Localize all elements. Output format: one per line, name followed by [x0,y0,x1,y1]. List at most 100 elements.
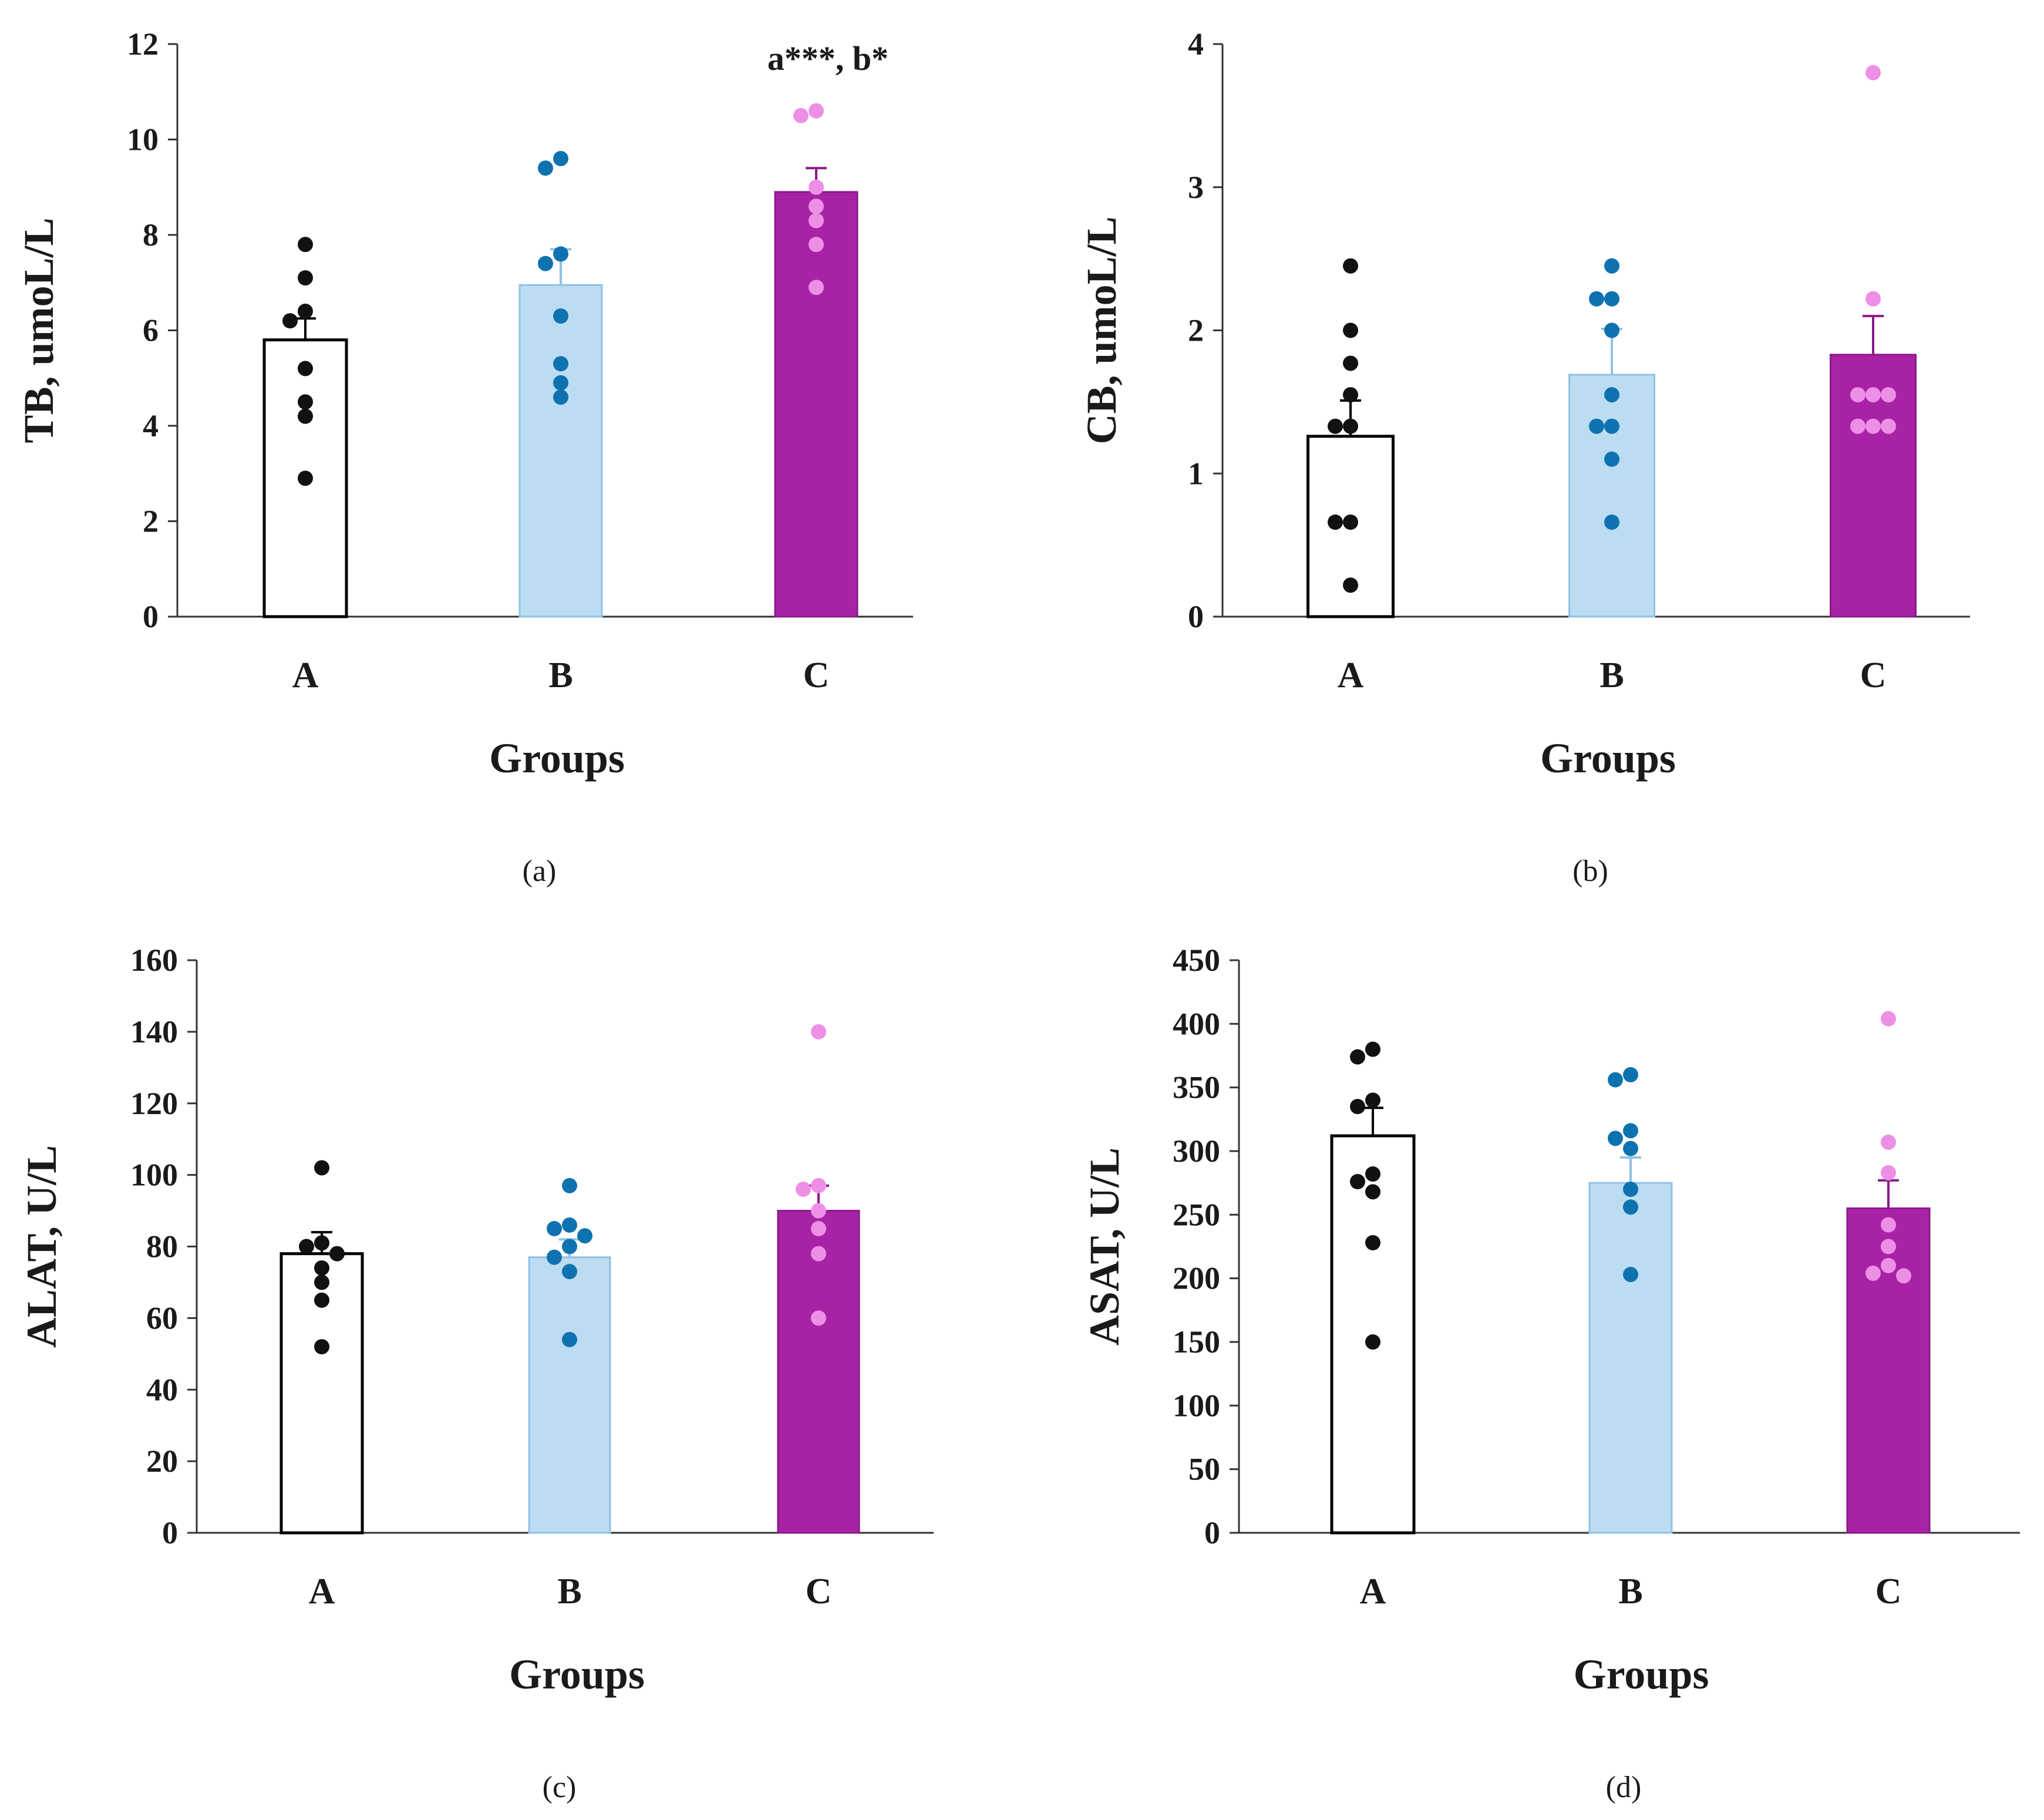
data-point-b [1623,1141,1638,1156]
data-point-b [1589,418,1604,434]
data-point-a [1365,1184,1380,1200]
category-label-c: C [1875,1572,1902,1612]
y-tick-label: 250 [1173,1197,1220,1232]
data-point-b [1604,258,1619,274]
y-tick-label: 100 [1173,1388,1220,1423]
data-point-a [314,1339,329,1355]
x-axis-title: Groups [1540,735,1676,782]
y-tick-label: 0 [1188,599,1204,634]
data-point-a [314,1292,329,1308]
data-point-c [793,107,809,123]
significance-annotation: a***, b* [767,39,888,78]
y-tick-label: 100 [130,1158,178,1193]
data-point-c [1865,387,1881,403]
y-tick-label: 300 [1173,1133,1220,1169]
bar-b [518,284,603,618]
data-point-a [314,1160,329,1176]
data-point-a [1365,1092,1380,1108]
panel-label: (c) [543,1771,577,1804]
data-point-b [1608,1072,1623,1088]
data-point-b [1589,291,1604,307]
data-point-b [1623,1267,1638,1283]
data-point-c [811,1203,826,1219]
data-point-b [562,1331,577,1347]
chart-panel-asat: 0 50 100 150 200 250 300 350 400 450 A B C Groups ASAT… [1081,943,2020,1804]
data-point-a [1350,1049,1365,1065]
data-point-b [538,255,553,271]
data-point-c [809,280,824,295]
y-tick-label: 4 [143,408,159,443]
data-point-a [298,237,313,253]
data-point-c [811,1246,826,1261]
y-tick-label: 50 [1188,1452,1220,1487]
bar-b [528,1256,611,1534]
data-point-b [1604,291,1619,307]
y-tick-label: 450 [1173,943,1220,978]
data-point-c [809,199,824,214]
data-point-a [299,1239,314,1254]
data-point-c [809,179,824,195]
data-point-c [1881,1239,1896,1254]
y-tick-label: 4 [1188,26,1204,62]
data-point-c [809,237,824,253]
category-label-a: A [292,655,319,695]
data-point-b [553,246,568,262]
data-point-b [1623,1067,1638,1082]
data-point-a [1328,418,1343,434]
data-point-c [809,103,824,119]
data-point-a [282,313,298,329]
data-point-c [1881,1217,1896,1233]
y-tick-label: 160 [130,943,178,978]
data-point-a [298,270,313,286]
data-point-a [314,1274,329,1290]
category-label-c: C [1860,655,1887,695]
y-tick-label: 2 [143,504,159,539]
data-point-a [1365,1166,1380,1182]
y-tick-label: 20 [146,1444,178,1479]
chart-panel-alat: 0 20 40 60 80 100 120 140 160 A B C Groups ALAT, U/L (… [18,943,934,1804]
y-tick-label: 140 [130,1014,178,1049]
data-point-c [796,1182,811,1197]
data-point-c [1865,65,1881,80]
data-point-a [1343,514,1358,530]
y-tick-label: 8 [143,217,159,253]
data-point-a [1343,418,1358,434]
data-point-a [1343,258,1358,274]
data-point-c [1865,1266,1881,1281]
data-point-a [1350,1174,1365,1189]
x-axis-title: Groups [509,1651,645,1698]
data-point-a [1343,577,1358,593]
category-label-a: A [1360,1572,1386,1612]
data-point-b [547,1221,562,1237]
category-label-b: B [557,1572,581,1612]
category-label-b: B [1618,1572,1642,1612]
y-tick-label: 40 [146,1372,178,1407]
data-point-b [553,151,568,166]
data-point-c [1881,1011,1896,1027]
panel-label: (a) [523,855,557,888]
data-point-a [298,408,313,424]
data-point-b [538,160,553,176]
bar-b [1568,374,1655,618]
data-point-c [811,1310,826,1326]
y-tick-label: 120 [130,1086,178,1121]
data-point-c [1850,418,1865,434]
data-point-b [1623,1182,1638,1197]
data-point-b [577,1228,592,1244]
data-point-b [553,356,568,372]
y-tick-label: 0 [1204,1515,1220,1550]
panel-label: (d) [1606,1771,1642,1804]
y-tick-label: 80 [146,1229,178,1264]
data-point-c [1850,387,1865,403]
y-tick-label: 12 [127,26,159,62]
y-tick-label: 200 [1173,1261,1220,1296]
bar-b [1588,1182,1673,1534]
data-point-c [1881,418,1896,434]
y-axis-title: ASAT, U/L [1081,1148,1128,1345]
data-point-a [1328,514,1343,530]
bar-a [280,1252,364,1535]
data-point-a [329,1246,345,1261]
panel-label: (b) [1572,855,1608,888]
data-point-a [1365,1235,1380,1250]
